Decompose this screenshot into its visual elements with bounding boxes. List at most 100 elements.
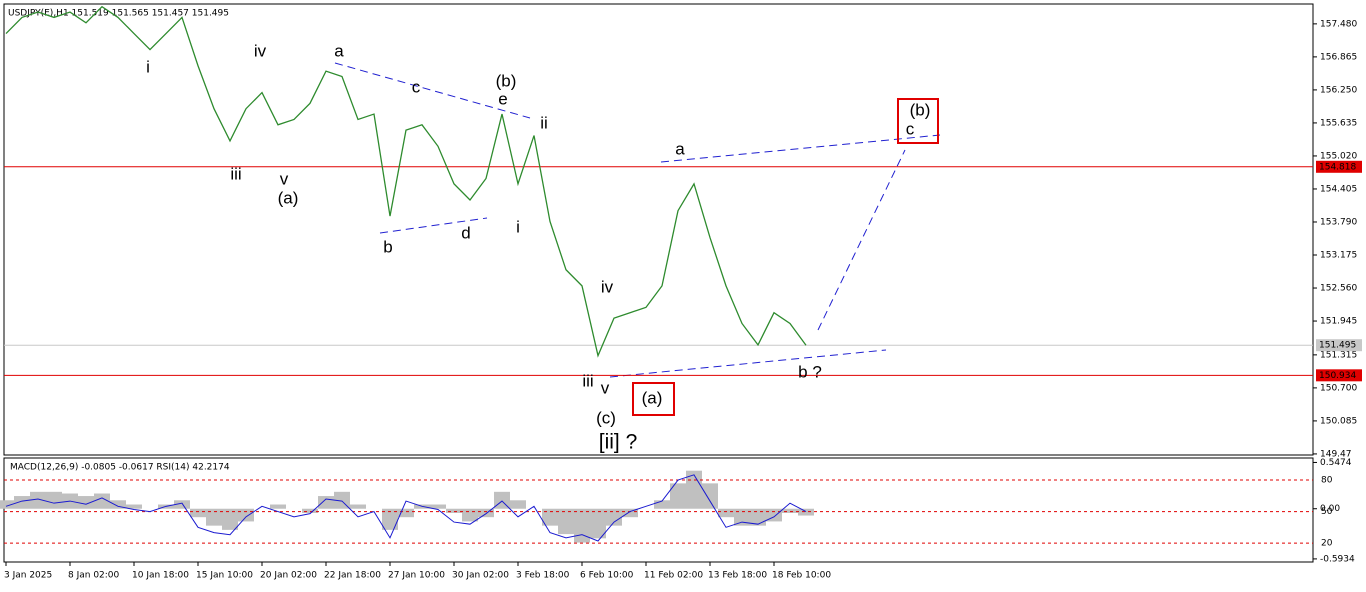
wave-label: d xyxy=(461,223,470,242)
macd-bar xyxy=(270,504,286,509)
macd-bar xyxy=(382,508,398,530)
y2-tick-label: -0.5934 xyxy=(1320,554,1355,564)
macd-bar xyxy=(702,483,718,509)
level-label: 151.495 xyxy=(1319,341,1356,351)
y-tick-label: 20 xyxy=(1321,539,1333,549)
trend-line xyxy=(379,217,488,234)
macd-bar xyxy=(670,483,686,509)
level-label-bg xyxy=(1316,339,1362,352)
macd-bar xyxy=(446,508,462,513)
x-tick-label: 3 Jan 2025 xyxy=(4,571,52,581)
wave-label: iii xyxy=(582,371,593,390)
wave-label: (a) xyxy=(642,388,663,407)
macd-bar xyxy=(0,500,14,509)
wave-label: b xyxy=(383,237,392,256)
x-tick-label: 18 Feb 10:00 xyxy=(772,571,831,581)
macd-bar xyxy=(798,508,814,516)
macd-bar xyxy=(238,508,254,522)
y-tick-label: 153.790 xyxy=(1320,217,1357,227)
chart-title: USDJPY(E),H1 151.519 151.565 151.457 151… xyxy=(8,9,229,19)
macd-bar xyxy=(574,508,590,543)
macd-bar xyxy=(110,500,126,509)
macd-bar xyxy=(398,508,414,518)
macd-bar xyxy=(622,508,638,518)
macd-bar xyxy=(478,508,494,518)
x-tick-label: 6 Feb 10:00 xyxy=(580,571,634,581)
x-tick-label: 20 Jan 02:00 xyxy=(260,571,317,581)
macd-bar xyxy=(750,508,766,526)
macd-bar xyxy=(462,508,478,522)
x-tick-label: 13 Feb 18:00 xyxy=(708,571,767,581)
level-label-bg xyxy=(1316,369,1362,382)
trend-line xyxy=(609,349,887,378)
wave-label: iv xyxy=(254,41,267,60)
macd-bar xyxy=(606,508,622,526)
macd-bar xyxy=(222,508,238,530)
wave-label: b ? xyxy=(798,362,822,381)
y2-tick-label: 0.5474 xyxy=(1320,458,1352,468)
wave-label: iv xyxy=(601,277,614,296)
macd-bar xyxy=(78,496,94,509)
x-tick-label: 11 Feb 02:00 xyxy=(644,571,703,581)
trend-line xyxy=(334,62,531,119)
macd-bar xyxy=(654,500,670,509)
macd-bar xyxy=(510,500,526,509)
macd-bar xyxy=(718,508,734,518)
macd-bar xyxy=(542,508,558,526)
price-line xyxy=(5,5,807,358)
macd-bar xyxy=(174,500,190,509)
y-tick-label: 151.315 xyxy=(1320,350,1357,360)
macd-bar xyxy=(14,496,30,509)
x-tick-label: 27 Jan 10:00 xyxy=(388,571,445,581)
wave-label: (b) xyxy=(910,100,931,119)
level-label: 150.934 xyxy=(1319,371,1356,381)
wave-label: ii xyxy=(540,113,548,132)
macd-bar xyxy=(782,508,798,513)
wave-label: [ii] ? xyxy=(599,431,638,454)
x-tick-label: 10 Jan 18:00 xyxy=(132,571,189,581)
macd-bar xyxy=(206,508,222,526)
macd-bar xyxy=(430,504,446,509)
macd-bar xyxy=(94,493,110,509)
y-tick-label: 150.085 xyxy=(1320,416,1357,426)
indicator-title: MACD(12,26,9) -0.0805 -0.0617 RSI(14) 42… xyxy=(10,463,230,473)
x-tick-label: 3 Feb 18:00 xyxy=(516,571,570,581)
wave-label: v xyxy=(280,169,289,188)
macd-bar xyxy=(590,508,606,539)
macd-bar xyxy=(350,504,366,509)
trend-line xyxy=(817,149,906,331)
macd-bar xyxy=(46,491,62,509)
y-tick-label: 153.175 xyxy=(1320,251,1357,261)
macd-bar xyxy=(190,508,206,518)
y-tick-label: 149.47 xyxy=(1320,449,1352,459)
y-tick-label: 150.700 xyxy=(1320,383,1357,393)
y-tick-label: 50 xyxy=(1321,507,1333,517)
macd-bar xyxy=(126,504,142,509)
x-tick-label: 8 Jan 02:00 xyxy=(68,571,120,581)
wave-label: a xyxy=(675,139,685,158)
y2-tick-label: 0.00 xyxy=(1320,504,1340,514)
macd-bar xyxy=(318,496,334,509)
rsi-line xyxy=(5,474,807,542)
trend-line xyxy=(660,134,941,163)
wave-label: e xyxy=(498,89,507,108)
y-tick-label: 155.635 xyxy=(1320,118,1357,128)
macd-bar xyxy=(30,491,46,509)
highlight-box xyxy=(632,382,675,416)
y-tick-label: 155.020 xyxy=(1320,151,1357,161)
wave-label: v xyxy=(601,378,610,397)
wave-label: a xyxy=(334,41,344,60)
y-tick-label: 157.480 xyxy=(1320,19,1357,29)
macd-bar xyxy=(734,508,750,526)
wave-label: iii xyxy=(230,164,241,183)
wave-label: (b) xyxy=(496,71,517,90)
wave-label: c xyxy=(412,77,421,96)
wave-label: i xyxy=(516,217,520,236)
main-panel xyxy=(3,3,1314,456)
macd-bar xyxy=(302,508,318,513)
y-tick-label: 80 xyxy=(1321,476,1333,486)
wave-label: (a) xyxy=(278,188,299,207)
highlight-box xyxy=(897,98,939,144)
y-tick-label: 154.405 xyxy=(1320,184,1357,194)
